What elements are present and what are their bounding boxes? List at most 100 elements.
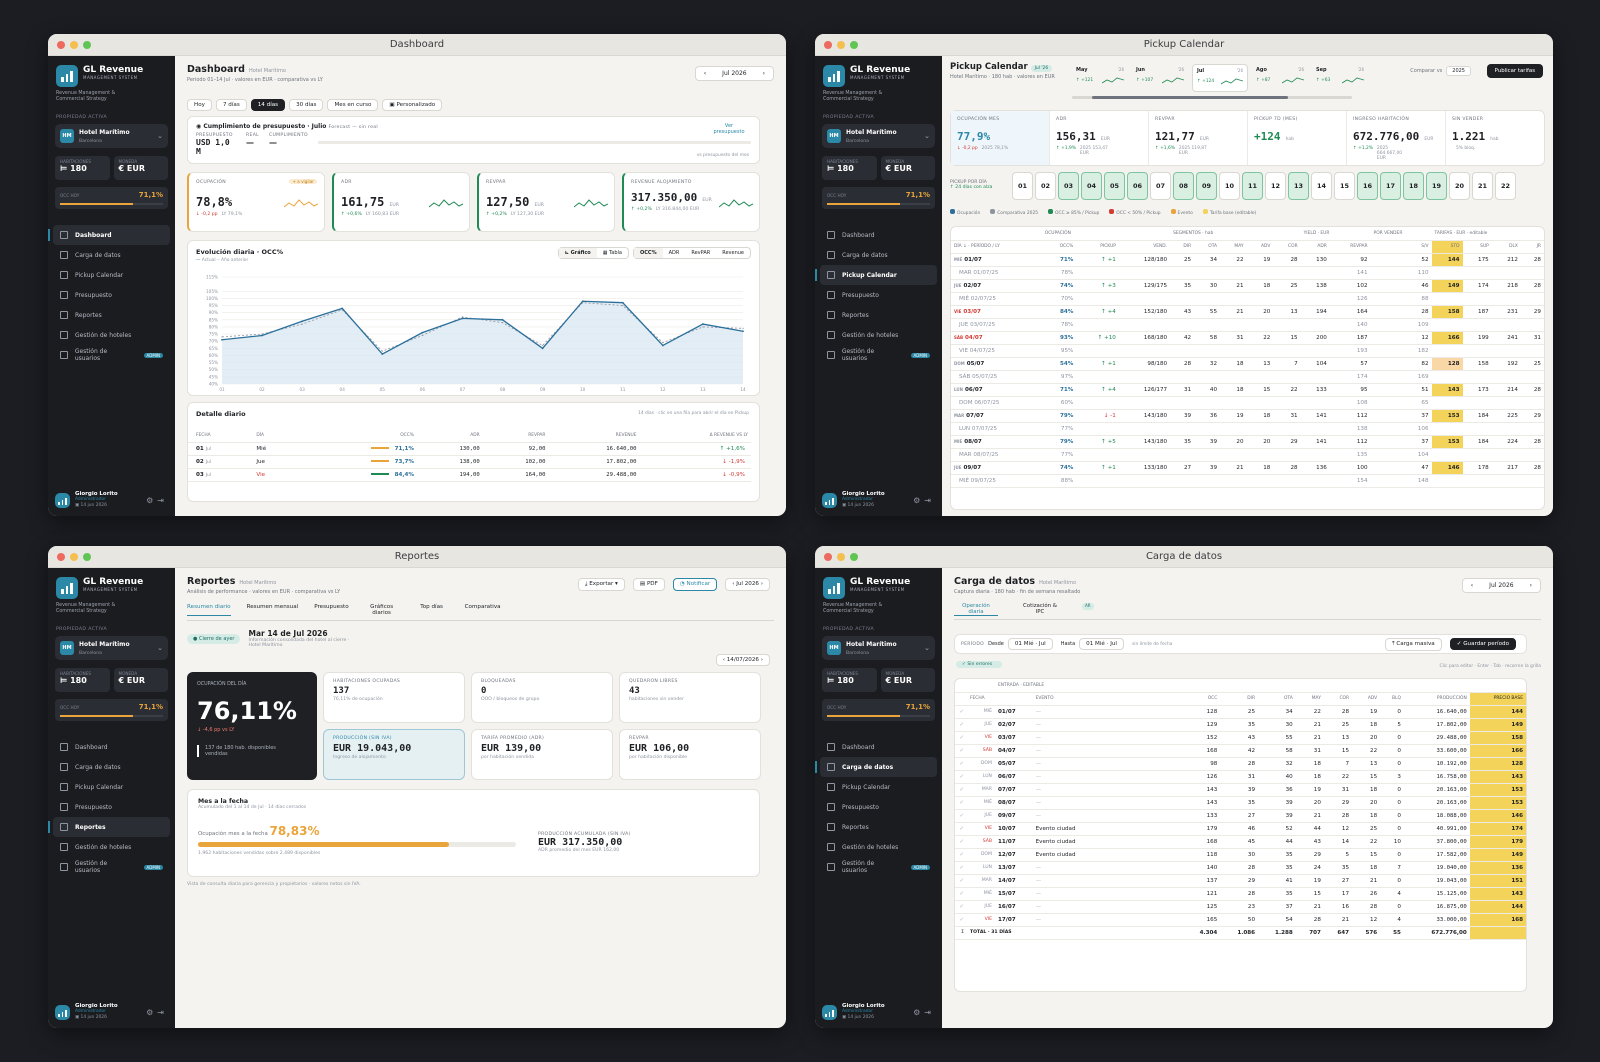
nav-item-3[interactable]: Presupuesto bbox=[48, 285, 175, 305]
hotel-selector[interactable]: HM Hotel Marítimo Barcelona ⌄ bbox=[55, 636, 168, 660]
pickup-row[interactable]: SÁB 04/07 93% ↑ +10 168/180 42 58 31 22 15 200 187… bbox=[951, 331, 1544, 345]
row-check-icon[interactable]: ✓ bbox=[955, 718, 967, 732]
pickup-row[interactable]: JUE 09/07 74% ↑ +1 133/180 27 39 21 18 28 136 100 4… bbox=[951, 461, 1544, 475]
pickup-row[interactable]: MIÉ 08/07 79% ↑ +5 143/180 35 39 20 20 29 141 112 3… bbox=[951, 435, 1544, 449]
carga-row[interactable]: ✓ MIÉ 15/07 — 121 28 35 15 17 26 4 15.125,00 143 bbox=[955, 887, 1526, 901]
pickup-row[interactable]: DOM 05/07 54% ↑ +1 98/180 28 32 18 13 7 104 57 82 12… bbox=[951, 357, 1544, 371]
view-budget-link[interactable]: Ver presupuesto bbox=[713, 123, 745, 135]
row-check-icon[interactable]: ✓ bbox=[955, 900, 967, 914]
row-check-icon[interactable]: ✓ bbox=[955, 861, 967, 875]
to-select[interactable]: 01 Mié · Jul bbox=[1079, 638, 1124, 650]
pickup-day-12[interactable]: 13 bbox=[1288, 172, 1309, 200]
table-row[interactable]: 03 Jul Vie 84,4% 194,00 164,00 29.488,00 ↓… bbox=[188, 468, 751, 482]
row-check-icon[interactable]: ✓ bbox=[955, 887, 967, 901]
view-tab-1[interactable]: ▦ Tabla bbox=[602, 250, 622, 256]
maximize-dot[interactable] bbox=[850, 41, 858, 49]
nav-item-2[interactable]: Pickup Calendar bbox=[48, 777, 175, 797]
pickup-day-0[interactable]: 01 bbox=[1012, 172, 1033, 200]
pickup-day-11[interactable]: 12 bbox=[1265, 172, 1286, 200]
pickup-day-1[interactable]: 02 bbox=[1035, 172, 1056, 200]
settings-logout-icons[interactable]: ⚙⇥ bbox=[913, 495, 935, 505]
month-picker[interactable]: ‹ Jul 2026 › bbox=[694, 66, 774, 81]
report-tab-5[interactable]: Comparativa bbox=[465, 604, 501, 616]
carga-row[interactable]: ✓ SÁB 11/07 Evento ciudad 168 45 44 43 14 22 10… bbox=[955, 835, 1526, 849]
minimize-dot[interactable] bbox=[837, 553, 845, 561]
export-button[interactable]: ⤓ Exportar ▾ bbox=[577, 578, 625, 591]
pickup-row[interactable]: MAR 07/07 79% ↓ -1 143/180 39 36 19 18 31 141 112 3… bbox=[951, 409, 1544, 423]
range-chip-2[interactable]: 14 días bbox=[250, 99, 286, 111]
row-check-icon[interactable]: ✓ bbox=[955, 757, 967, 771]
pickup-day-15[interactable]: 16 bbox=[1357, 172, 1378, 200]
carga-row[interactable]: ✓ MAR 14/07 — 137 29 41 19 27 21 0 19.043,00 151 bbox=[955, 874, 1526, 888]
carga-row[interactable]: ✓ JUE 09/07 — 133 27 39 21 28 18 0 18.088,00 146 bbox=[955, 809, 1526, 823]
nav-item-0[interactable]: Dashboard bbox=[48, 737, 175, 757]
nav-item-4[interactable]: Reportes bbox=[48, 817, 170, 837]
month-picker[interactable]: ‹ Jul 2026 › bbox=[1461, 578, 1541, 593]
range-chip-4[interactable]: Mes en curso bbox=[327, 99, 379, 111]
range-chip-1[interactable]: 7 días bbox=[215, 99, 247, 111]
month-tile-1[interactable]: Jun '26 ↑ +107 bbox=[1132, 64, 1188, 92]
nav-item-0[interactable]: Dashboard bbox=[815, 225, 942, 245]
maximize-dot[interactable] bbox=[83, 41, 91, 49]
publish-rates-button[interactable]: Publicar tarifas bbox=[1486, 64, 1543, 78]
nav-item-4[interactable]: Reportes bbox=[815, 817, 942, 837]
nav-item-0[interactable]: Dashboard bbox=[815, 737, 942, 757]
carga-row[interactable]: ✓ SÁB 04/07 — 168 42 58 31 15 22 0 33.600,00 166 bbox=[955, 744, 1526, 758]
prev-icon[interactable]: ‹ bbox=[703, 70, 707, 77]
minimize-dot[interactable] bbox=[70, 553, 78, 561]
nav-item-5[interactable]: Gestión de hoteles bbox=[815, 837, 942, 857]
pickup-day-16[interactable]: 17 bbox=[1380, 172, 1401, 200]
row-check-icon[interactable]: ✓ bbox=[955, 809, 967, 823]
range-chip-3[interactable]: 30 días bbox=[289, 99, 324, 111]
pickup-day-19[interactable]: 20 bbox=[1449, 172, 1470, 200]
nav-item-6[interactable]: Gestión de usuarios ADMIN bbox=[48, 345, 175, 365]
close-dot[interactable] bbox=[824, 41, 832, 49]
pickup-day-5[interactable]: 06 bbox=[1127, 172, 1148, 200]
nav-item-3[interactable]: Presupuesto bbox=[48, 797, 175, 817]
table-row[interactable]: 01 Jul Mié 71,1% 130,00 92,00 16.640,00 ↑ … bbox=[188, 442, 751, 456]
nav-item-1[interactable]: Carga de datos bbox=[815, 245, 942, 265]
pickup-day-18[interactable]: 19 bbox=[1426, 172, 1447, 200]
compare-year-select[interactable]: 2025 bbox=[1446, 66, 1471, 76]
maximize-dot[interactable] bbox=[850, 553, 858, 561]
nav-item-4[interactable]: Reportes bbox=[815, 305, 942, 325]
pickup-day-2[interactable]: 03 bbox=[1058, 172, 1079, 200]
pickup-day-13[interactable]: 14 bbox=[1311, 172, 1332, 200]
pickup-day-3[interactable]: 04 bbox=[1081, 172, 1102, 200]
month-tile-4[interactable]: Sep '26 ↑ +63 bbox=[1312, 64, 1368, 92]
report-tab-2[interactable]: Presupuesto bbox=[314, 604, 348, 616]
month-scroll[interactable] bbox=[1072, 96, 1352, 99]
nav-item-5[interactable]: Gestión de hoteles bbox=[48, 325, 175, 345]
pickup-day-4[interactable]: 05 bbox=[1104, 172, 1125, 200]
month-tile-3[interactable]: Ago '26 ↑ +87 bbox=[1252, 64, 1308, 92]
table-row[interactable]: 02 Jul Jue 73,7% 138,00 102,00 17.802,00 ↓… bbox=[188, 455, 751, 469]
tab-operacion[interactable]: Operación diaria bbox=[954, 603, 998, 616]
nav-item-3[interactable]: Presupuesto bbox=[815, 797, 942, 817]
nav-item-2[interactable]: Pickup Calendar bbox=[48, 265, 175, 285]
pickup-day-21[interactable]: 22 bbox=[1495, 172, 1516, 200]
carga-row[interactable]: ✓ VIE 17/07 — 165 50 54 28 21 12 4 33.000,00 168 bbox=[955, 913, 1526, 927]
range-chip-0[interactable]: Hoy bbox=[187, 99, 212, 111]
pickup-row[interactable]: MIÉ 01/07 71% ↑ +1 128/180 25 34 22 19 28 130 92 52… bbox=[951, 253, 1544, 267]
carga-row[interactable]: ✓ MIÉ 08/07 — 143 35 39 20 29 20 0 20.163,00 153 bbox=[955, 796, 1526, 810]
row-check-icon[interactable]: ✓ bbox=[955, 796, 967, 810]
pickup-day-10[interactable]: 11 bbox=[1242, 172, 1263, 200]
minimize-dot[interactable] bbox=[837, 41, 845, 49]
row-check-icon[interactable]: ✓ bbox=[955, 874, 967, 888]
month-picker[interactable]: ‹ Jul 2026 › bbox=[725, 578, 770, 591]
report-tab-1[interactable]: Resumen mensual bbox=[247, 604, 299, 616]
report-tab-4[interactable]: Top días bbox=[415, 604, 449, 616]
pickup-day-8[interactable]: 09 bbox=[1196, 172, 1217, 200]
pickup-day-7[interactable]: 08 bbox=[1173, 172, 1194, 200]
hotel-selector[interactable]: HM Hotel Marítimo Barcelona ⌄ bbox=[822, 124, 935, 148]
carga-row[interactable]: ✓ VIE 03/07 — 152 43 55 21 13 20 0 29.488,00 158 bbox=[955, 731, 1526, 745]
close-dot[interactable] bbox=[57, 41, 65, 49]
carga-row[interactable]: ✓ MIÉ 01/07 — 128 25 34 22 28 19 0 16.640,00 144 bbox=[955, 705, 1526, 719]
notify-button[interactable]: ◔ Notificar bbox=[672, 578, 718, 591]
bulk-load-button[interactable]: ⤒ Carga masiva bbox=[1385, 637, 1442, 651]
row-check-icon[interactable]: ✓ bbox=[955, 744, 967, 758]
row-check-icon[interactable]: ✓ bbox=[955, 822, 967, 836]
hotel-selector[interactable]: HM Hotel Marítimo Barcelona ⌄ bbox=[822, 636, 935, 660]
nav-item-6[interactable]: Gestión de usuarios ADMIN bbox=[815, 345, 942, 365]
month-tile-2[interactable]: Jul '26 ↑ +124 bbox=[1192, 64, 1248, 92]
